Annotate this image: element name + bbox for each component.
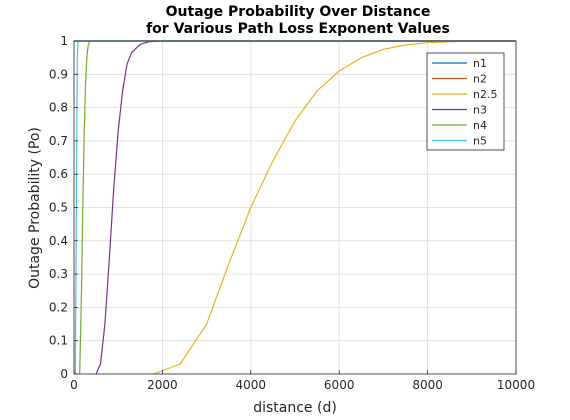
legend-entry: n4 (473, 119, 487, 132)
y-tick-label: 0.7 (49, 134, 68, 148)
y-tick-label: 0.2 (49, 300, 68, 314)
legend-entry: n1 (473, 57, 487, 70)
y-tick-label: 0.8 (49, 101, 68, 115)
legend-box (427, 53, 504, 150)
x-axis-label: distance (d) (253, 400, 337, 416)
y-tick-label: 0.5 (49, 201, 68, 215)
x-tick-label: 6000 (324, 378, 355, 392)
y-tick-label: 0.4 (49, 234, 68, 248)
chart-title-line2: for Various Path Loss Exponent Values (146, 21, 450, 37)
y-tick-label: 0.3 (49, 267, 68, 281)
y-tick-label: 0.9 (49, 67, 68, 81)
legend: n1 n2 n2.5 n3 n4 n5 (427, 53, 504, 150)
y-tick-label: 1 (60, 34, 68, 48)
y-tick-label: 0 (60, 367, 68, 381)
y-tick-label: 0.1 (49, 334, 68, 348)
legend-entry: n2.5 (473, 88, 497, 101)
chart-title-line1: Outage Probability Over Distance (166, 4, 431, 20)
legend-entry: n5 (473, 135, 487, 148)
x-tick-label: 10000 (497, 378, 535, 392)
x-tick-label: 2000 (147, 378, 178, 392)
x-tick-label: 8000 (412, 378, 443, 392)
x-tick-label: 0 (70, 378, 78, 392)
x-tick-label: 4000 (236, 378, 267, 392)
y-axis-label: Outage Probability (Po) (27, 127, 43, 289)
y-tick-label: 0.6 (49, 167, 68, 181)
legend-entry: n2 (473, 73, 487, 86)
legend-entry: n3 (473, 104, 487, 117)
